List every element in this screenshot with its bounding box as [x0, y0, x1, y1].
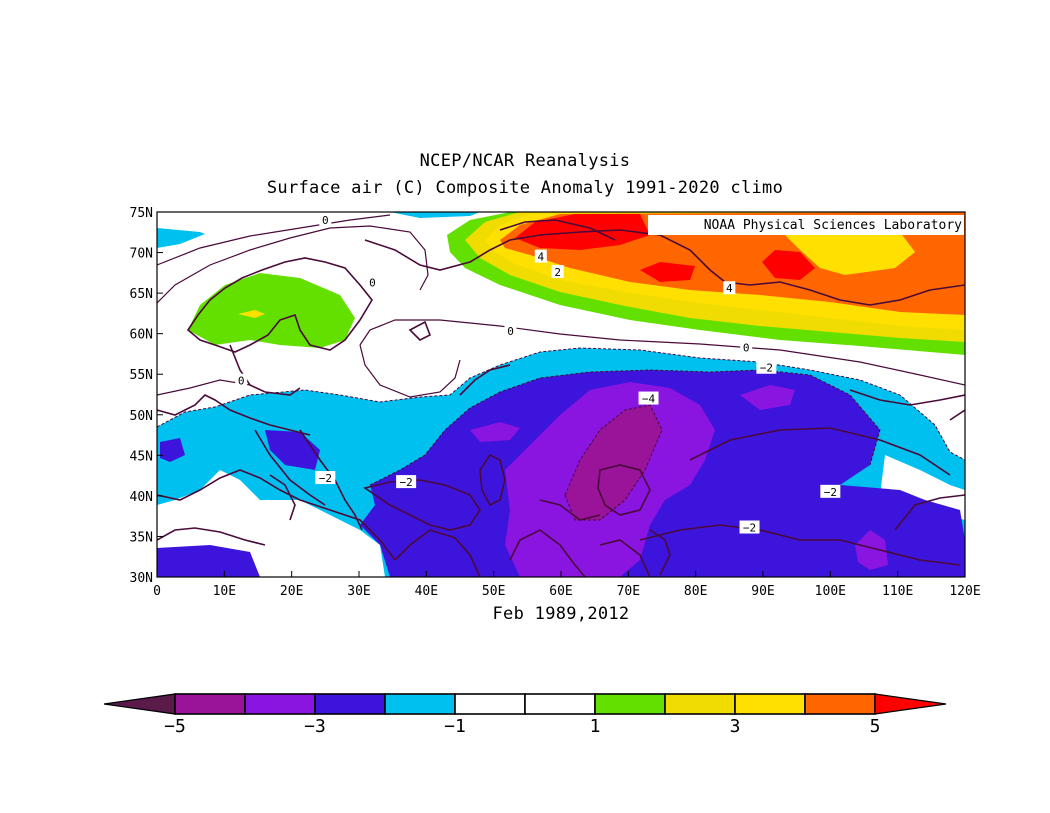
lon-tick-label: 40E	[415, 584, 438, 599]
lon-tick-label: 10E	[213, 584, 236, 599]
colorbar-bin	[384, 693, 456, 715]
credit-box	[648, 215, 964, 235]
lon-tick-label: 30E	[347, 584, 370, 599]
lat-tick-label: 55N	[130, 368, 153, 383]
contour-label-bg	[366, 275, 379, 289]
contour-label: −4	[642, 393, 656, 406]
colorbar: −5 −3 −1 1 3 5	[103, 693, 947, 737]
colorbar-bin	[804, 693, 876, 715]
colorbar-arrow-low	[103, 693, 176, 715]
contour-label-bg	[739, 520, 760, 534]
map-title: NCEP/NCAR Reanalysis	[419, 151, 631, 171]
contour-label-bg	[504, 324, 517, 338]
colorbar-bin	[174, 693, 246, 715]
contour-label: 2	[554, 266, 561, 279]
lat-tick-label: 50N	[130, 409, 153, 424]
anomaly-region-red	[762, 250, 815, 280]
colorbar-tick-label: 3	[730, 716, 741, 737]
lat-tick-label: 30N	[130, 571, 153, 586]
lon-tick-label: 20E	[280, 584, 303, 599]
credit-label: NOAA Physical Sciences Laboratory	[704, 218, 962, 233]
lat-tick-label: 35N	[130, 530, 153, 545]
colorbar-tick-label: 5	[870, 716, 881, 737]
anomaly-region-yellow	[238, 310, 265, 318]
contour-label: 0	[322, 214, 329, 227]
contour-label-bg	[551, 265, 564, 279]
colorbar-tick-label: −1	[444, 716, 466, 737]
lon-tick-label: 70E	[617, 584, 640, 599]
contour-label-bg	[315, 471, 336, 485]
contour-label: 0	[369, 277, 376, 290]
zero-contours	[157, 214, 965, 398]
anomaly-region-green	[188, 273, 355, 348]
contour-label-bg	[396, 475, 417, 489]
contour-label: −2	[824, 486, 837, 499]
anomaly-gap-white	[880, 455, 965, 520]
contour-label: −2	[319, 472, 332, 485]
contour-label-bg	[638, 391, 659, 405]
contour-label: −2	[760, 362, 773, 375]
lon-tick-label: 110E	[882, 584, 913, 599]
colorbar-bin	[664, 693, 736, 715]
colorbar-tick-label: −5	[164, 716, 186, 737]
contour-label: −2	[400, 476, 413, 489]
map-axes: 30N 35N 40N 45N 50N 55N 60N 65N 70N 75N 0 10E 20E 30E…	[130, 206, 981, 599]
contour-label-bg	[756, 360, 777, 374]
anomaly-region-cyan	[157, 228, 205, 248]
anomaly-region-violet	[740, 385, 795, 410]
contour-label-bg	[740, 340, 753, 354]
lon-tick-label: 60E	[549, 584, 572, 599]
lon-tick-label: 120E	[949, 584, 980, 599]
lon-tick-label: 90E	[751, 584, 774, 599]
contour-label-bg	[723, 281, 736, 295]
contour-label-bg	[319, 213, 332, 227]
colorbar-bin	[454, 693, 526, 715]
anomaly-region-cyan	[390, 212, 480, 218]
negative-contours	[157, 347, 965, 521]
contour-label: 4	[537, 251, 544, 264]
colorbar-tick-label: −3	[304, 716, 326, 737]
colorbar-arrow-high	[874, 693, 947, 715]
map-subtitle: Surface air (C) Composite Anomaly 1991-2…	[266, 178, 784, 198]
anomaly-region-violet	[855, 530, 888, 570]
lat-tick-label: 45N	[130, 449, 153, 464]
contour-label-bg	[534, 249, 547, 263]
colorbar-tick-label: 1	[590, 716, 601, 737]
colorbar-bin	[524, 693, 596, 715]
lon-tick-label: 50E	[482, 584, 505, 599]
contour-label: 0	[743, 341, 750, 354]
contour-label: 4	[726, 282, 733, 295]
lon-tick-label: 100E	[815, 584, 846, 599]
contour-label: 0	[238, 375, 245, 388]
contour-label: 0	[507, 325, 514, 338]
lon-tick-label: 0	[153, 584, 161, 599]
lat-tick-label: 60N	[130, 328, 153, 343]
time-label: Feb 1989,2012	[492, 604, 630, 624]
contour-label-bg	[820, 484, 841, 498]
contour-label-bg	[235, 373, 248, 387]
colorbar-bin	[244, 693, 316, 715]
anomaly-region-violet	[470, 422, 520, 442]
anomaly-region-red	[640, 262, 695, 282]
lat-tick-label: 65N	[130, 287, 153, 302]
colorbar-bin	[594, 693, 666, 715]
lat-tick-label: 70N	[130, 247, 153, 262]
coastlines	[157, 219, 965, 577]
colorbar-bin	[734, 693, 806, 715]
lon-tick-label: 80E	[684, 584, 707, 599]
anomaly-region-blue	[157, 545, 260, 577]
lat-tick-label: 75N	[130, 206, 153, 221]
anomaly-region-purple	[565, 405, 662, 520]
colorbar-bin	[314, 693, 386, 715]
anomaly-region-blue	[160, 438, 185, 462]
contour-label: −2	[743, 522, 756, 535]
lat-tick-label: 40N	[130, 490, 153, 505]
